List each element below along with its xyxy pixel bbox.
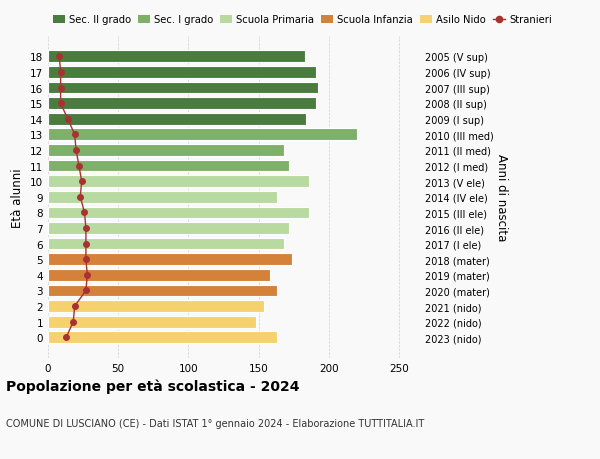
Legend: Sec. II grado, Sec. I grado, Scuola Primaria, Scuola Infanzia, Asilo Nido, Stran: Sec. II grado, Sec. I grado, Scuola Prim… bbox=[53, 15, 551, 25]
Bar bbox=[48, 98, 316, 110]
Bar bbox=[48, 129, 357, 141]
Bar bbox=[48, 223, 289, 235]
Bar bbox=[48, 114, 306, 125]
Bar bbox=[48, 207, 309, 219]
Y-axis label: Anni di nascita: Anni di nascita bbox=[494, 154, 508, 241]
Text: COMUNE DI LUSCIANO (CE) - Dati ISTAT 1° gennaio 2024 - Elaborazione TUTTITALIA.I: COMUNE DI LUSCIANO (CE) - Dati ISTAT 1° … bbox=[6, 418, 424, 428]
Bar bbox=[48, 301, 264, 312]
Bar bbox=[48, 160, 289, 172]
Bar bbox=[48, 316, 256, 328]
Bar bbox=[48, 191, 277, 203]
Bar bbox=[48, 51, 305, 63]
Bar bbox=[48, 269, 270, 281]
Bar bbox=[48, 238, 284, 250]
Bar bbox=[48, 176, 309, 188]
Text: Popolazione per età scolastica - 2024: Popolazione per età scolastica - 2024 bbox=[6, 379, 299, 393]
Bar bbox=[48, 332, 277, 343]
Bar bbox=[48, 145, 284, 157]
Bar bbox=[48, 254, 292, 265]
Bar bbox=[48, 67, 316, 78]
Bar bbox=[48, 83, 317, 94]
Y-axis label: Età alunni: Età alunni bbox=[11, 168, 25, 227]
Bar bbox=[48, 285, 277, 297]
